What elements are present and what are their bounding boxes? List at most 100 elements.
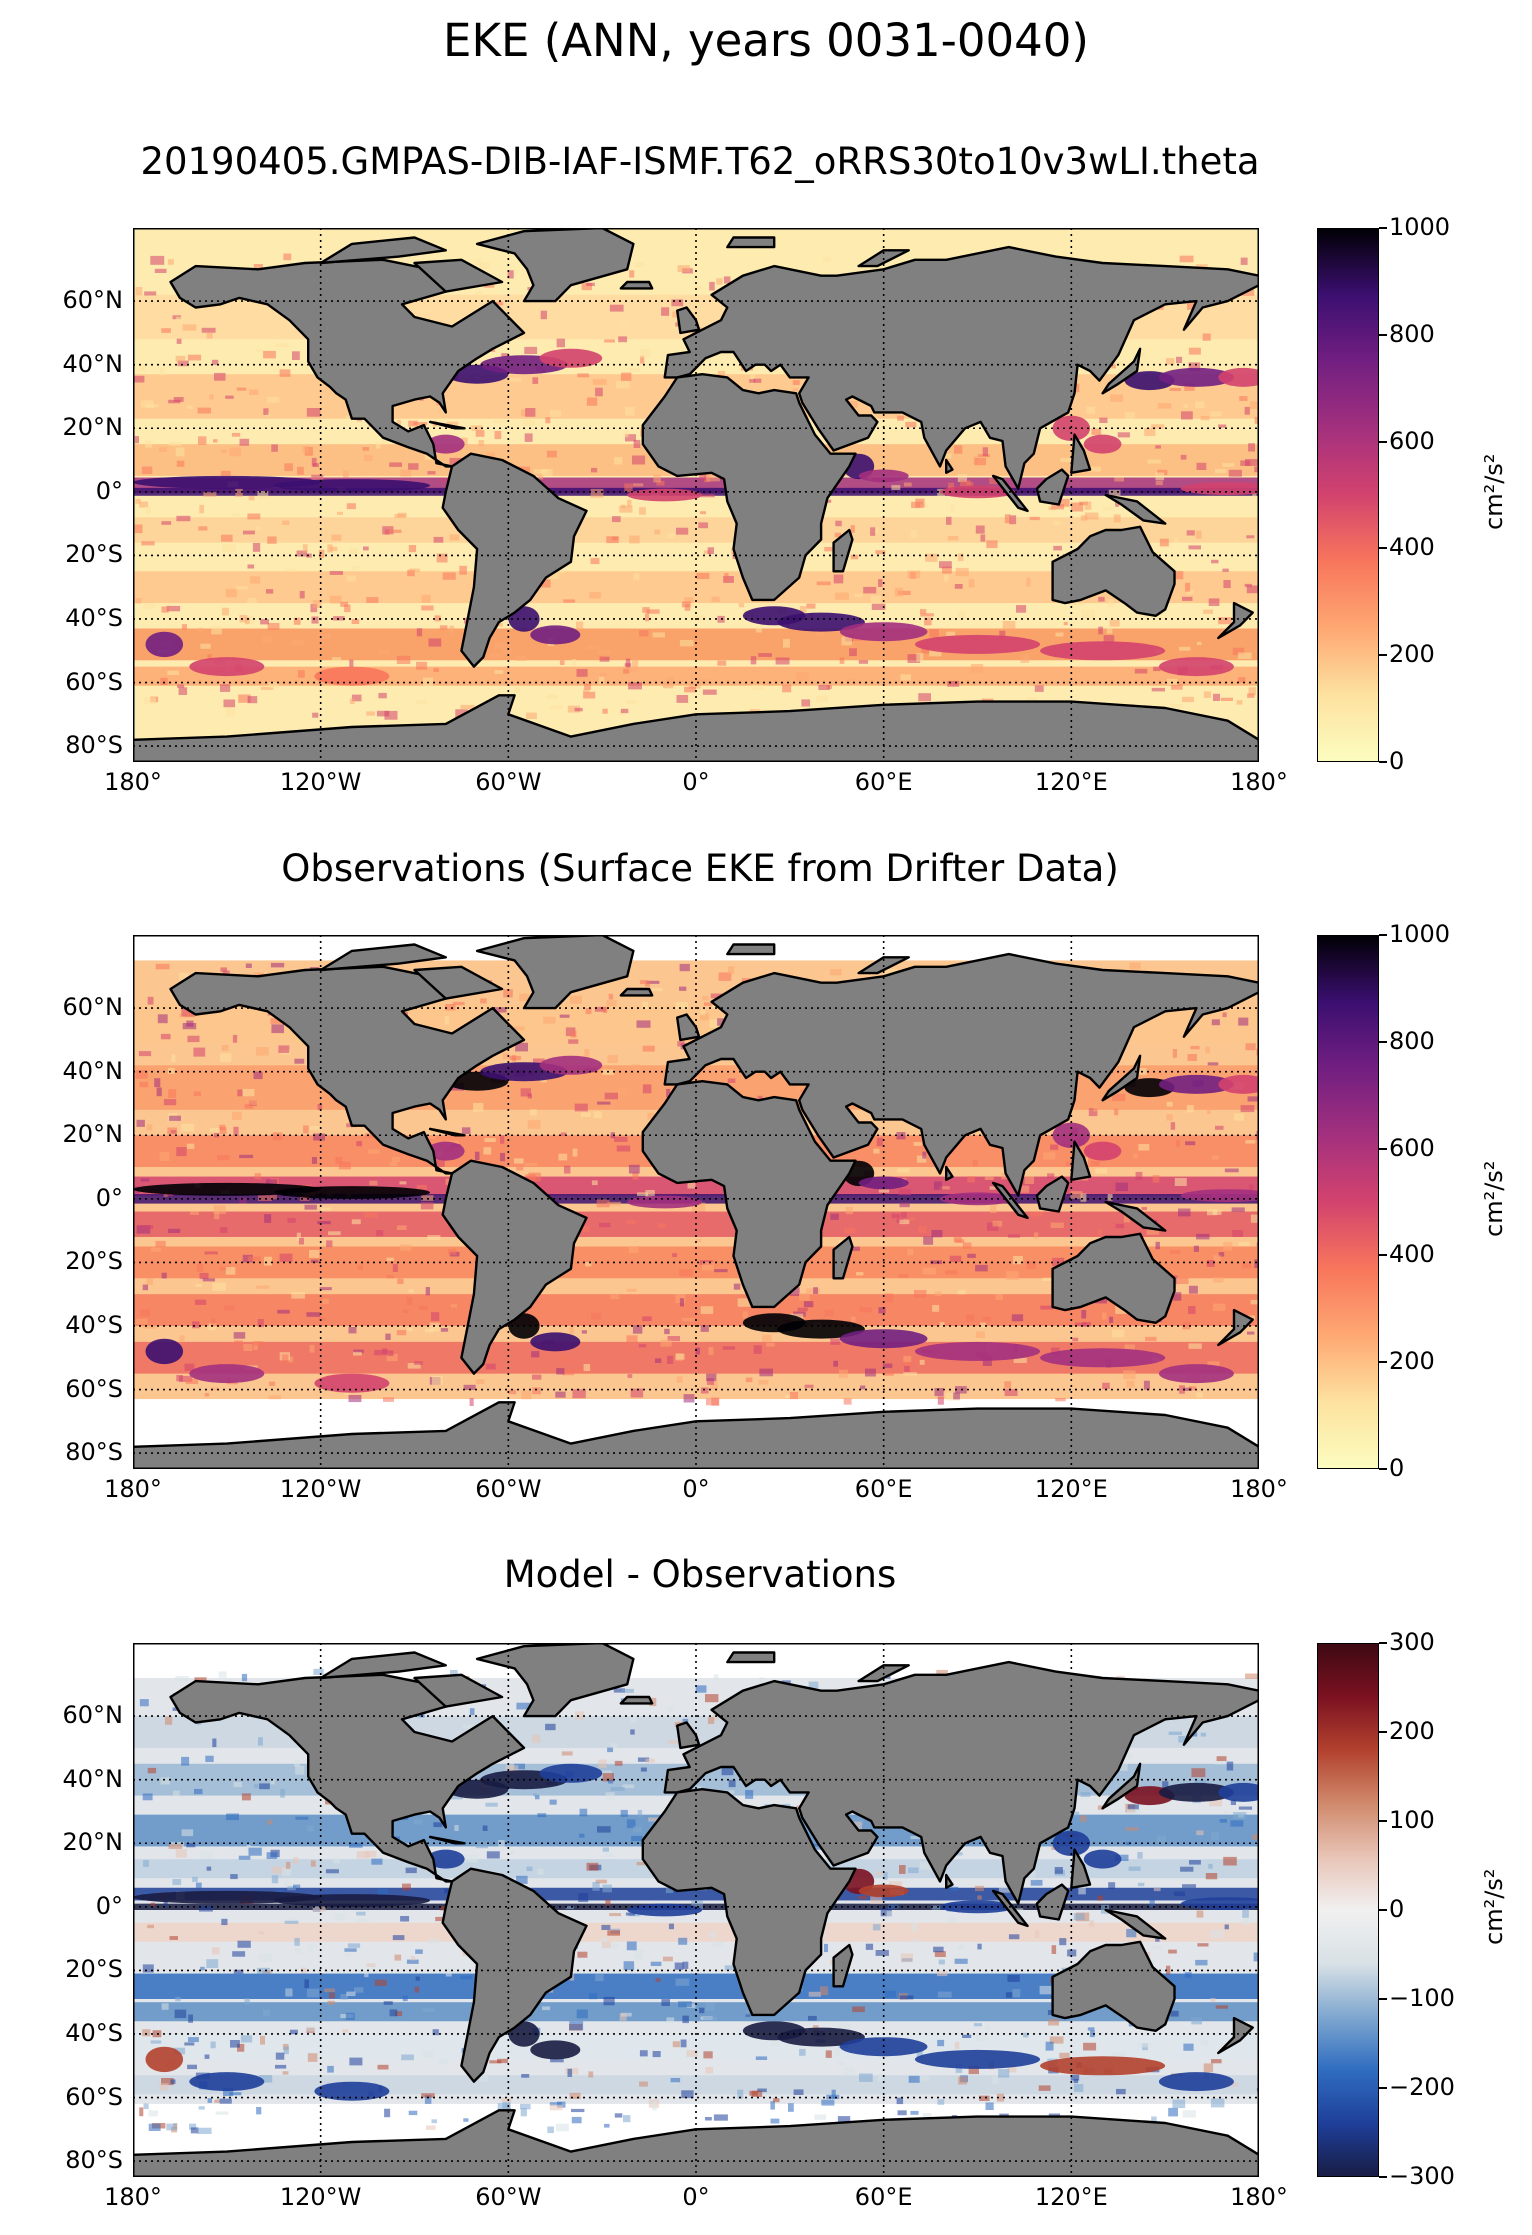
- land-new-guinea: [1104, 1908, 1167, 1940]
- y-tick-label: 20°N: [62, 1120, 124, 1149]
- land-antarctica: [133, 2109, 1259, 2177]
- land-japan: [1101, 1054, 1142, 1102]
- panel2-map-svg: [133, 935, 1259, 1469]
- colorbar-tick: [1379, 1254, 1387, 1257]
- colorbar-tick-label: 600: [1389, 426, 1435, 455]
- colorbar-tick: [1379, 1642, 1387, 1644]
- panel2-colorbar: [1317, 935, 1379, 1469]
- colorbar-tick: [1379, 1731, 1387, 1733]
- x-tick-label: 60°W: [475, 2183, 542, 2211]
- y-tick-label: 60°S: [65, 1374, 123, 1403]
- colorbar-tick: [1379, 1998, 1387, 2000]
- x-tick-label: 180°: [1230, 2183, 1288, 2211]
- x-tick-label: 180°: [104, 768, 162, 796]
- land-greenland: [475, 228, 635, 303]
- x-tick-label: 0°: [682, 2183, 710, 2211]
- y-tick-label: 20°N: [62, 1828, 124, 1857]
- land-japan: [1101, 347, 1142, 395]
- land-philippines: [1070, 1848, 1092, 1889]
- y-tick-label: 60°S: [65, 667, 123, 696]
- land-new-guinea: [1104, 1200, 1167, 1232]
- figure-title: EKE (ANN, years 0031-0040): [443, 14, 1089, 67]
- x-tick-label: 0°: [682, 768, 710, 796]
- y-tick-label: 40°S: [65, 603, 123, 632]
- y-tick-label: 80°S: [65, 731, 123, 760]
- y-tick-label: 40°N: [62, 1764, 124, 1793]
- panel3-map: [133, 1643, 1259, 2177]
- colorbar-tick-label: 800: [1389, 319, 1435, 348]
- colorbar-tick-label: −200: [1389, 2073, 1455, 2101]
- colorbar-tick: [1379, 1361, 1387, 1364]
- land-sumatra: [991, 474, 1029, 513]
- x-tick-label: 60°E: [854, 2183, 913, 2211]
- land-australia: [1051, 1940, 1176, 2032]
- y-tick-label: 20°S: [65, 1955, 123, 1984]
- colorbar-tick-label: 200: [1389, 1347, 1435, 1376]
- colorbar-unit-label: cm²/s²: [1480, 1160, 1508, 1237]
- colorbar-tick-label: 0: [1389, 1895, 1405, 1923]
- land-iceland: [619, 987, 654, 997]
- land-madagascar: [832, 1943, 854, 1988]
- x-tick-label: 180°: [104, 2183, 162, 2211]
- x-tick-label: 180°: [104, 1475, 162, 1503]
- colorbar-tick-label: 0: [1389, 1454, 1405, 1482]
- panel3-title: Model - Observations: [503, 1553, 897, 1596]
- land-sumatra: [991, 1181, 1029, 1220]
- land-philippines: [1070, 433, 1092, 474]
- y-tick-label: 80°S: [65, 1438, 123, 1467]
- colorbar-tick: [1379, 333, 1387, 336]
- land-antarctica: [133, 694, 1259, 762]
- colorbar-tick: [1379, 1468, 1387, 1470]
- panel1-map-svg: [133, 228, 1259, 762]
- colorbar-tick-label: −300: [1389, 2162, 1455, 2190]
- land-south-america: [441, 1867, 588, 2083]
- y-tick-label: 40°S: [65, 2018, 123, 2047]
- land-new-zealand: [1217, 2016, 1254, 2055]
- x-tick-label: 60°E: [854, 768, 913, 796]
- land-north-america: [169, 965, 526, 1175]
- colorbar-tick-label: 600: [1389, 1133, 1435, 1162]
- land-baffin: [413, 1673, 504, 1708]
- x-tick-label: 120°E: [1034, 768, 1108, 796]
- colorbar-tick: [1379, 227, 1387, 229]
- y-tick-label: 40°S: [65, 1310, 123, 1339]
- colorbar-tick: [1379, 1820, 1387, 1822]
- colorbar-tick: [1379, 654, 1387, 657]
- y-tick-label: 60°S: [65, 2082, 123, 2111]
- x-tick-label: 120°W: [279, 1475, 362, 1503]
- colorbar-tick: [1379, 547, 1387, 550]
- land-eurasia: [663, 952, 1259, 1197]
- land-australia: [1051, 1232, 1176, 1324]
- land-new-zealand: [1217, 601, 1254, 640]
- y-tick-label: 40°N: [62, 349, 124, 378]
- x-tick-label: 120°W: [279, 768, 362, 796]
- land-arctic-isl: [319, 1651, 447, 1680]
- land-new-zealand: [1217, 1308, 1254, 1347]
- x-tick-label: 120°W: [279, 2183, 362, 2211]
- y-tick-label: 0°: [95, 476, 123, 505]
- land-south-america: [441, 1159, 588, 1375]
- land-sumatra: [991, 1889, 1029, 1928]
- land-svalbard: [726, 943, 776, 956]
- colorbar-tick: [1379, 1147, 1387, 1150]
- land-svalbard: [726, 1651, 776, 1664]
- land-new-guinea: [1104, 493, 1167, 525]
- land-sri-lanka: [945, 1165, 954, 1181]
- land-north-america: [169, 258, 526, 468]
- y-tick-label: 20°S: [65, 1247, 123, 1276]
- land-baffin: [413, 965, 504, 1000]
- x-tick-label: 60°E: [854, 1475, 913, 1503]
- colorbar-tick: [1379, 440, 1387, 443]
- colorbar-tick-label: 400: [1389, 1240, 1435, 1269]
- land-sri-lanka: [945, 1873, 954, 1889]
- colorbar-tick: [1379, 761, 1387, 763]
- land-africa: [641, 373, 857, 602]
- colorbar-tick-label: 100: [1389, 1806, 1435, 1834]
- land-greenland: [475, 1643, 635, 1718]
- land-madagascar: [832, 528, 854, 573]
- land-borneo: [1035, 468, 1070, 506]
- colorbar-tick-label: 200: [1389, 640, 1435, 669]
- colorbar-tick-label: 1000: [1389, 213, 1451, 241]
- y-tick-label: 60°N: [62, 1701, 124, 1730]
- y-tick-label: 40°N: [62, 1056, 124, 1085]
